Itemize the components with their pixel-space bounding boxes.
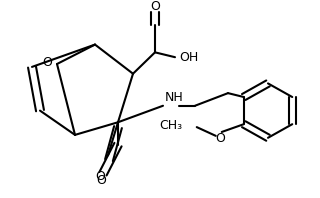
Text: O: O: [215, 132, 225, 145]
Text: O: O: [95, 170, 105, 183]
Text: NH: NH: [165, 91, 184, 105]
Text: OH: OH: [180, 51, 199, 64]
Text: CH₃: CH₃: [160, 119, 183, 132]
Text: O: O: [42, 56, 52, 69]
Text: O: O: [150, 0, 160, 13]
Text: O: O: [96, 174, 106, 187]
